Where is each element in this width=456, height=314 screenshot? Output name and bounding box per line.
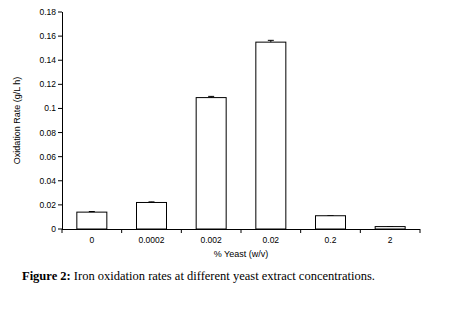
x-tick	[420, 229, 421, 233]
error-cap	[208, 96, 214, 97]
y-tick	[58, 180, 62, 181]
x-tick-label: 0.02	[263, 235, 280, 245]
y-tick	[58, 132, 62, 133]
y-axis	[62, 12, 63, 229]
x-tick	[62, 229, 63, 233]
y-tick	[58, 204, 62, 205]
error-cap	[268, 40, 274, 41]
x-tick-label: 0.2	[325, 235, 337, 245]
x-tick-label: 0.0002	[139, 235, 165, 245]
x-tick-label: 2	[388, 235, 393, 245]
bar	[316, 216, 346, 229]
chart: 0 0.02 0.04 0.06 0.08 0.1 0.12 0.14 0.16 0.18 0 0.0…	[0, 0, 456, 268]
y-tick	[58, 108, 62, 109]
x-tick	[300, 229, 301, 233]
bar	[137, 202, 167, 229]
x-tick-label: 0	[89, 235, 94, 245]
y-tick-label: 0.1	[44, 103, 56, 113]
y-tick-label: 0.06	[39, 152, 56, 162]
caption: Figure 2: Iron oxidation rates at differ…	[22, 268, 447, 285]
y-tick-label: 0.02	[39, 200, 56, 210]
y-axis-title: Oxidation Rate (g/L h)	[12, 77, 22, 165]
caption-text: Iron oxidation rates at different yeast …	[74, 269, 375, 283]
y-tick-label: 0.16	[39, 31, 56, 41]
x-tick	[121, 229, 122, 233]
x-tick	[360, 229, 361, 233]
y-tick-label: 0.18	[39, 7, 56, 17]
bar	[196, 98, 226, 229]
bar	[77, 212, 107, 229]
bar	[256, 42, 286, 229]
y-tick-label: 0.04	[39, 176, 56, 186]
y-tick	[58, 36, 62, 37]
y-tick	[58, 84, 62, 85]
y-tick	[58, 229, 62, 230]
x-tick	[241, 229, 242, 233]
x-tick	[181, 229, 182, 233]
y-tick	[58, 156, 62, 157]
bar	[375, 227, 405, 229]
y-tick-label: 0.14	[39, 55, 56, 65]
y-tick-label: 0.12	[39, 79, 56, 89]
y-tick-label: 0.08	[39, 128, 56, 138]
y-tick	[58, 12, 62, 13]
caption-label: Figure 2:	[22, 269, 71, 283]
x-tick-label: 0.002	[201, 235, 223, 245]
y-tick	[58, 60, 62, 61]
x-axis-title: % Yeast (w/v)	[214, 249, 269, 259]
y-tick-label: 0	[51, 224, 56, 234]
bars	[89, 40, 393, 226]
